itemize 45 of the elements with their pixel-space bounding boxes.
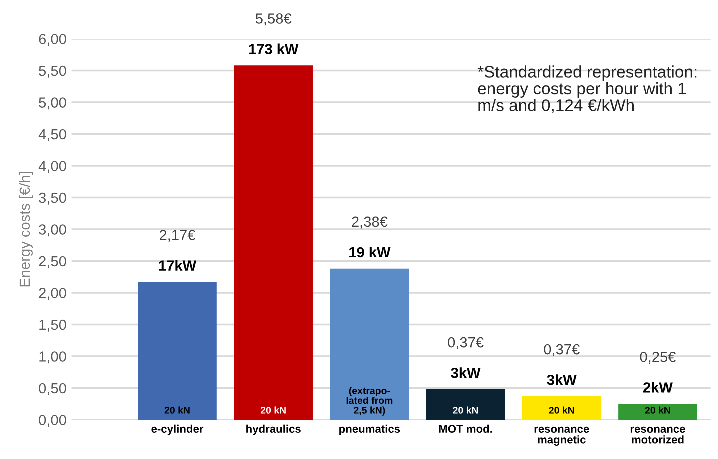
annotation: 19 kW: [350, 246, 391, 258]
annotation: 3kW: [547, 374, 577, 386]
y-tick-label: 1,00: [40, 352, 66, 364]
y-tick-label: 3,50: [39, 192, 66, 205]
annotation: 0,25€: [640, 352, 676, 364]
text: 5,58€: [256, 14, 292, 26]
bar: [522, 396, 602, 420]
x-tick-label: e-cylinder: [152, 424, 204, 436]
y-tick-label: 5,00: [39, 98, 66, 110]
y-tick-label: 6,00: [39, 34, 66, 46]
annotation: 20 kN: [260, 406, 286, 414]
bar: [138, 282, 217, 420]
annotation: 2kW: [643, 382, 673, 393]
annotation: 173 kW: [249, 44, 299, 54]
bar: [234, 66, 313, 420]
bar: [618, 404, 698, 420]
bar: [426, 390, 506, 420]
annotation: *Standardized representation: energy costs per hour with 1 m/s and 0,124 €/kWh: [478, 66, 697, 114]
annotation: 20 kN: [453, 406, 478, 414]
annotation: 20 kN: [164, 406, 190, 414]
annotation: (extrapo- lated from 2,5 kN): [346, 387, 393, 416]
y-tick-label: 4,50: [38, 129, 66, 142]
y-axis-title: Energy costs [€/h]: [19, 172, 34, 287]
y-tick-label: 3,00: [39, 224, 66, 237]
y-tick-label: 1,50: [40, 320, 66, 332]
y-tick-label: 5,50: [39, 66, 66, 78]
annotation: 20 kN: [549, 406, 574, 414]
annotation: 20 kN: [645, 406, 670, 414]
x-tick-label: pneumatics: [340, 424, 400, 436]
y-tick-label: 0,50: [39, 383, 66, 396]
bar: [330, 268, 410, 420]
annotation: 3kW: [451, 368, 481, 378]
x-tick-label: MOT mod.: [439, 424, 492, 434]
x-tick-label: resonance magnetic: [534, 426, 590, 446]
x-tick-label: resonance motorized: [630, 426, 686, 444]
annotation: 0,37€: [448, 337, 484, 350]
x-tick-label: hydraulics: [246, 424, 301, 436]
y-tick-label: 0,00: [39, 415, 66, 428]
annotation: 2,38€: [352, 216, 388, 229]
y-tick-label: 2,00: [39, 288, 66, 300]
annotation: 17kW: [159, 260, 197, 271]
y-tick-label: 2,50: [39, 256, 66, 268]
annotation: 2,17€: [160, 230, 196, 242]
y-tick-label: 4,00: [38, 161, 66, 174]
annotation: 0,37€: [544, 344, 580, 356]
